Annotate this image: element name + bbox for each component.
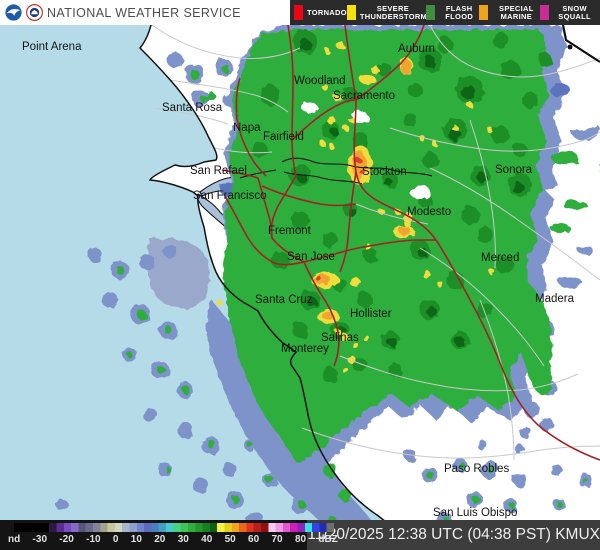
alert-color-swatch	[294, 5, 303, 20]
alert-legend-item: TORNADO	[294, 5, 347, 20]
dbz-tick-label: 80	[294, 534, 307, 545]
city-label: Point Arena	[22, 41, 82, 53]
nws-brand: NATIONAL WEATHER SERVICE	[0, 0, 290, 25]
header-bar: NATIONAL WEATHER SERVICE TORNADO SEVERE T…	[0, 0, 600, 25]
city-label: Fairfield	[263, 131, 304, 143]
dbz-scale-labels: nd -30 -20 -10 0 10 20 30 40 50 60 70 80 dBZ	[8, 534, 338, 545]
city-label: Stockton	[362, 166, 407, 178]
dbz-tick-label: -30	[32, 534, 47, 545]
city-label: Modesto	[407, 206, 452, 218]
doc-seal-icon	[26, 4, 43, 21]
alert-legend-item: SEVERE THUNDERSTORM	[346, 3, 428, 21]
alert-color-swatch	[346, 5, 356, 20]
dbz-tick-label: 40	[201, 534, 213, 545]
coastline	[138, 19, 600, 534]
dbz-tick-label: 10	[130, 534, 142, 545]
city-label: Santa Rosa	[162, 102, 223, 114]
timestamp: 11/20/2025 12:38 UTC (04:38 PST) KMUX	[307, 520, 600, 550]
alert-color-swatch	[425, 5, 435, 20]
city-label: Madera	[535, 293, 574, 305]
city-label: San Francisco	[193, 190, 267, 202]
dbz-colorbar: nd -30 -20 -10 0 10 20 30 40 50 60 70 80 dBZ	[0, 520, 338, 550]
alert-label: SNOW SQUALL	[558, 3, 591, 21]
city-label: Auburn	[398, 43, 436, 55]
city-label: Salinas	[321, 332, 359, 344]
alert-label: FLASH FLOOD	[445, 3, 474, 21]
city-label: Fremont	[268, 225, 311, 237]
alert-label: SEVERE THUNDERSTORM	[359, 3, 428, 21]
city-label: Monterey	[281, 343, 329, 355]
dbz-tick-label: 60	[248, 534, 260, 545]
alert-label: TORNADO	[307, 7, 347, 17]
alert-legend-item: FLASH FLOOD	[425, 3, 480, 21]
alert-legend-item: SNOW SQUALL	[540, 3, 596, 21]
state-border	[561, 24, 600, 63]
dbz-tick-label: 0	[112, 534, 119, 545]
noaa-logo-icon	[5, 4, 22, 21]
alert-color-swatch	[479, 5, 489, 20]
alert-color-swatch	[540, 5, 550, 20]
highways	[221, 24, 600, 461]
city-label: Sonora	[495, 164, 533, 176]
city-label: Sacramento	[333, 90, 396, 102]
city-label: San Jose	[287, 251, 335, 263]
city-label: Hollister	[350, 308, 392, 320]
app-title: NATIONAL WEATHER SERVICE	[47, 5, 241, 20]
dbz-tick-label: 70	[271, 534, 283, 545]
city-label: Napa	[233, 122, 261, 134]
alert-legend: TORNADO SEVERE THUNDERSTORM FLASH FLOOD SPE…	[290, 0, 600, 25]
footer-bar: nd -30 -20 -10 0 10 20 30 40 50 60 70 80 dBZ 11/20/20…	[0, 520, 600, 550]
dbz-tick-label: dBZ	[318, 534, 338, 545]
dbz-tick-label: 50	[224, 534, 236, 545]
city-label: Merced	[481, 252, 520, 264]
dbz-tick-label: -20	[59, 534, 74, 545]
city-label: Santa Cruz	[255, 294, 313, 306]
city-label: San Luis Obispo	[433, 507, 518, 519]
city-label: San Rafael	[190, 165, 247, 177]
alert-label: SPECIAL MARINE	[499, 3, 534, 21]
county-lines	[151, 24, 600, 461]
alert-legend-item: SPECIAL MARINE	[479, 3, 540, 21]
dbz-tick-label: 30	[177, 534, 189, 545]
city-label: Paso Robles	[444, 463, 510, 475]
city-label: Woodland	[294, 75, 346, 87]
dbz-gradient	[14, 523, 334, 532]
dbz-tick-label: -10	[86, 534, 101, 545]
dbz-tick-label: 20	[154, 534, 166, 545]
dbz-tick-label: nd	[8, 534, 21, 545]
